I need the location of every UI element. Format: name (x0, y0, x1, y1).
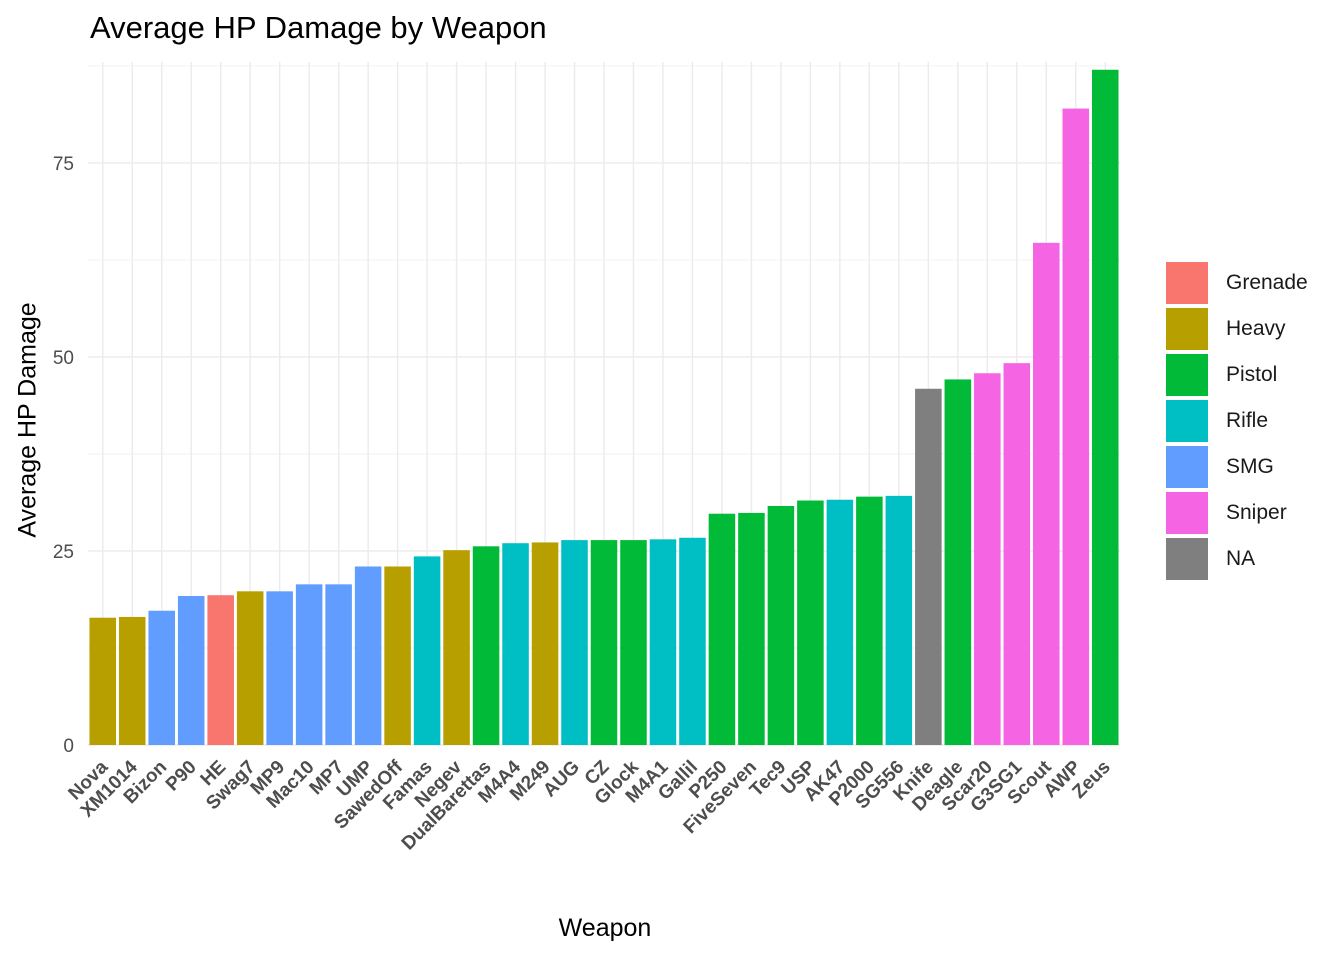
legend-item: Grenade (1166, 260, 1308, 306)
bar (531, 542, 559, 745)
bar (797, 500, 824, 745)
bar (502, 543, 529, 745)
legend-swatch (1166, 262, 1208, 304)
bar (708, 513, 736, 745)
bar (649, 539, 677, 745)
bar (679, 537, 706, 745)
bar (974, 373, 1001, 745)
bar (944, 379, 972, 745)
bar (443, 550, 470, 745)
legend-item: SMG (1166, 444, 1308, 490)
y-tick-label: 75 (53, 154, 74, 175)
bar (148, 610, 175, 745)
x-tick-label: P90 (162, 757, 201, 796)
bar (1003, 363, 1031, 745)
bar (266, 591, 293, 745)
legend: Grenade Heavy Pistol Rifle SMG Sniper NA (1166, 260, 1308, 582)
legend-item: Rifle (1166, 398, 1308, 444)
bar (354, 566, 382, 745)
legend-item: Heavy (1166, 306, 1308, 352)
y-tick-label: 0 (63, 736, 74, 757)
bar (561, 540, 588, 745)
bar (1091, 69, 1119, 746)
bar (885, 495, 913, 745)
legend-label: Grenade (1226, 271, 1308, 294)
bar (1033, 242, 1060, 745)
y-tick-label: 25 (53, 542, 74, 563)
bar (413, 556, 441, 745)
bar (1062, 108, 1090, 746)
legend-label: Heavy (1226, 317, 1286, 340)
legend-swatch (1166, 538, 1208, 580)
bar (207, 595, 234, 745)
legend-label: Sniper (1226, 501, 1287, 524)
bar (915, 388, 942, 745)
bar (767, 505, 795, 745)
legend-swatch (1166, 492, 1208, 534)
legend-label: SMG (1226, 455, 1274, 478)
bar (620, 540, 647, 745)
bar (826, 499, 854, 745)
bar (738, 512, 765, 745)
bar (384, 566, 411, 745)
bar (295, 584, 323, 745)
legend-label: Rifle (1226, 409, 1269, 432)
legend-label: Pistol (1226, 363, 1278, 386)
chart-title: Average HP Damage by Weapon (90, 10, 547, 45)
bar (325, 584, 352, 745)
legend-item: Sniper (1166, 490, 1308, 536)
x-axis-title: Weapon (558, 914, 652, 942)
legend-swatch (1166, 308, 1208, 350)
bar (177, 595, 205, 745)
legend-item: Pistol (1166, 352, 1308, 398)
legend-label: NA (1226, 547, 1256, 570)
legend-swatch (1166, 400, 1208, 442)
bar (472, 546, 500, 745)
bar (118, 616, 146, 745)
bar (236, 591, 264, 745)
bar (590, 540, 618, 745)
bar (856, 496, 883, 745)
y-tick-label: 50 (53, 348, 74, 369)
y-axis-title: Average HP Damage (13, 302, 42, 538)
legend-swatch (1166, 354, 1208, 396)
legend-swatch (1166, 446, 1208, 488)
legend-item: NA (1166, 536, 1308, 582)
bar (89, 617, 117, 745)
